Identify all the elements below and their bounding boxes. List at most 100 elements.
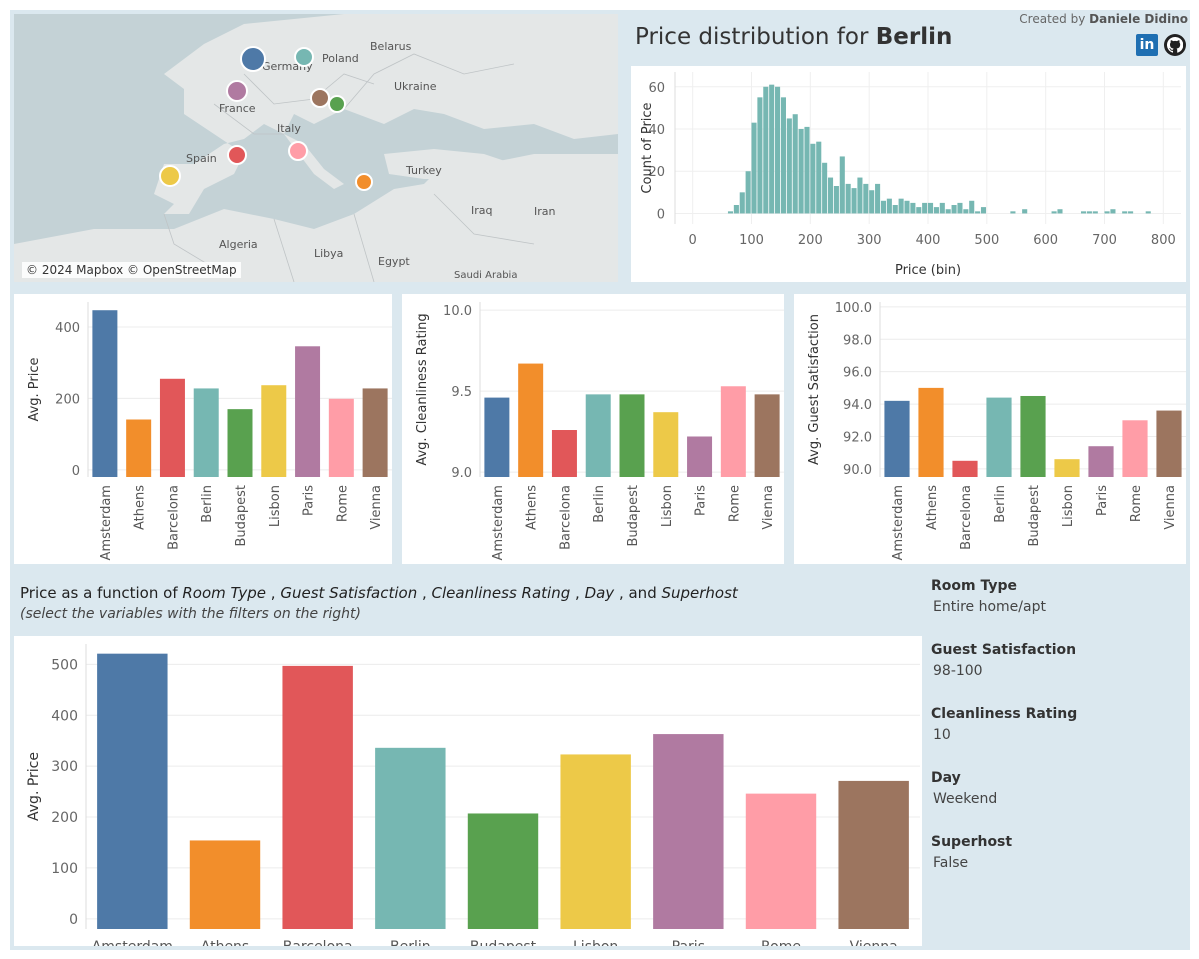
map-marker-rome[interactable] — [288, 141, 308, 161]
histogram-bar[interactable] — [898, 198, 904, 214]
map-marker-berlin[interactable] — [294, 47, 314, 67]
github-icon[interactable] — [1164, 34, 1186, 56]
histogram-bar[interactable] — [769, 84, 775, 214]
bar-athens[interactable] — [126, 419, 152, 478]
avg-guest-satisfaction-chart[interactable]: 90.0 92.0 94.0 96.0 98.0 100.0 Amsterdam Athens… — [794, 294, 1186, 564]
histogram-bar[interactable] — [798, 129, 804, 214]
bar-rome[interactable] — [328, 398, 354, 477]
bar-amsterdam[interactable] — [97, 653, 168, 929]
histogram-bar[interactable] — [1010, 211, 1016, 214]
filtered-price-chart[interactable]: 0 100 200 300 400 500 Amsterdam Athens Barcelona… — [14, 636, 922, 955]
histogram-bar[interactable] — [845, 183, 851, 214]
bar-amsterdam[interactable] — [92, 310, 118, 477]
histogram-bar[interactable] — [892, 205, 898, 214]
filter-value[interactable]: 10 — [933, 727, 951, 743]
bar-budapest[interactable] — [619, 394, 645, 477]
histogram-bar[interactable] — [827, 177, 834, 214]
histogram-bar[interactable] — [875, 183, 881, 214]
histogram-bar[interactable] — [1104, 211, 1110, 214]
histogram-bar[interactable] — [933, 207, 939, 214]
histogram-bar[interactable] — [839, 156, 845, 214]
histogram-bar[interactable] — [733, 205, 739, 214]
histogram-bar[interactable] — [945, 209, 951, 214]
histogram-bar[interactable] — [804, 126, 810, 214]
histogram-bar[interactable] — [822, 162, 828, 214]
city-map[interactable]: Poland Belarus Ukraine Germany France It… — [14, 14, 618, 282]
bar-berlin[interactable] — [375, 747, 446, 929]
histogram-bar[interactable] — [1086, 211, 1092, 214]
bar-amsterdam[interactable] — [884, 400, 910, 477]
histogram-bar[interactable] — [1080, 211, 1087, 214]
histogram-bar[interactable] — [739, 192, 745, 214]
bar-barcelona[interactable] — [282, 665, 353, 929]
bar-paris[interactable] — [687, 436, 713, 477]
histogram-bar[interactable] — [1122, 211, 1128, 214]
map-marker-amsterdam[interactable] — [240, 46, 266, 72]
map-marker-athens[interactable] — [355, 173, 373, 191]
bar-athens[interactable] — [189, 840, 261, 929]
histogram-bar[interactable] — [775, 86, 781, 214]
bar-lisbon[interactable] — [560, 754, 631, 929]
bar-lisbon[interactable] — [1054, 459, 1080, 477]
histogram-bar[interactable] — [863, 183, 869, 214]
bar-rome[interactable] — [720, 386, 746, 477]
histogram-bar[interactable] — [727, 211, 734, 214]
histogram-bar[interactable] — [886, 198, 892, 214]
histogram-bar[interactable] — [975, 211, 981, 214]
histogram-bar[interactable] — [939, 202, 945, 214]
histogram-bar[interactable] — [763, 86, 769, 214]
bar-berlin[interactable] — [193, 388, 219, 477]
bar-barcelona[interactable] — [952, 460, 978, 477]
bar-vienna[interactable] — [1156, 410, 1182, 477]
map-marker-budapest[interactable] — [328, 95, 346, 113]
histogram-bar[interactable] — [751, 122, 757, 214]
filter-value[interactable]: Entire home/apt — [933, 599, 1046, 615]
histogram-bar[interactable] — [904, 200, 910, 214]
bar-barcelona[interactable] — [551, 430, 577, 477]
bar-vienna[interactable] — [362, 388, 388, 477]
histogram-bar[interactable] — [910, 202, 916, 214]
map-attribution[interactable]: © 2024 Mapbox © OpenStreetMap — [22, 262, 241, 278]
histogram-bar[interactable] — [786, 118, 792, 214]
bar-berlin[interactable] — [585, 394, 611, 477]
histogram-bar[interactable] — [833, 186, 839, 214]
histogram-bar[interactable] — [1057, 209, 1063, 214]
map-marker-paris[interactable] — [226, 80, 248, 102]
linkedin-icon[interactable]: in — [1136, 34, 1158, 56]
filter-value[interactable]: Weekend — [933, 791, 998, 807]
histogram-bar[interactable] — [1110, 209, 1116, 214]
bar-amsterdam[interactable] — [484, 397, 510, 477]
histogram-bar[interactable] — [869, 190, 875, 214]
histogram-bar[interactable] — [857, 177, 863, 214]
histogram-bar[interactable] — [969, 200, 975, 214]
map-marker-lisbon[interactable] — [159, 165, 181, 187]
histogram-bar[interactable] — [916, 207, 922, 214]
bar-budapest[interactable] — [1020, 395, 1046, 477]
histogram-bar[interactable] — [792, 114, 798, 214]
bar-barcelona[interactable] — [159, 378, 185, 477]
histogram-bar[interactable] — [922, 202, 928, 214]
bar-budapest[interactable] — [467, 813, 539, 929]
bar-vienna[interactable] — [754, 394, 780, 477]
bar-paris[interactable] — [653, 734, 724, 929]
histogram-bar[interactable] — [745, 171, 751, 214]
histogram-bar[interactable] — [1051, 211, 1057, 214]
histogram-bar[interactable] — [928, 202, 934, 214]
histogram-bar[interactable] — [963, 209, 969, 214]
map-canvas[interactable]: Poland Belarus Ukraine Germany France It… — [14, 14, 618, 282]
bar-rome[interactable] — [1122, 420, 1148, 477]
histogram-bar[interactable] — [757, 97, 763, 214]
map-marker-vienna[interactable] — [310, 88, 330, 108]
bar-athens[interactable] — [518, 363, 544, 477]
map-marker-barcelona[interactable] — [227, 145, 247, 165]
bar-budapest[interactable] — [227, 409, 253, 477]
histogram-bar[interactable] — [851, 188, 857, 214]
histogram-bar[interactable] — [1145, 211, 1151, 214]
histogram-bar[interactable] — [1092, 211, 1098, 214]
bar-lisbon[interactable] — [653, 412, 679, 477]
bar-berlin[interactable] — [986, 397, 1012, 477]
bar-lisbon[interactable] — [261, 385, 287, 477]
histogram-bar[interactable] — [980, 207, 987, 214]
bar-paris[interactable] — [295, 346, 321, 477]
bar-athens[interactable] — [918, 387, 944, 477]
